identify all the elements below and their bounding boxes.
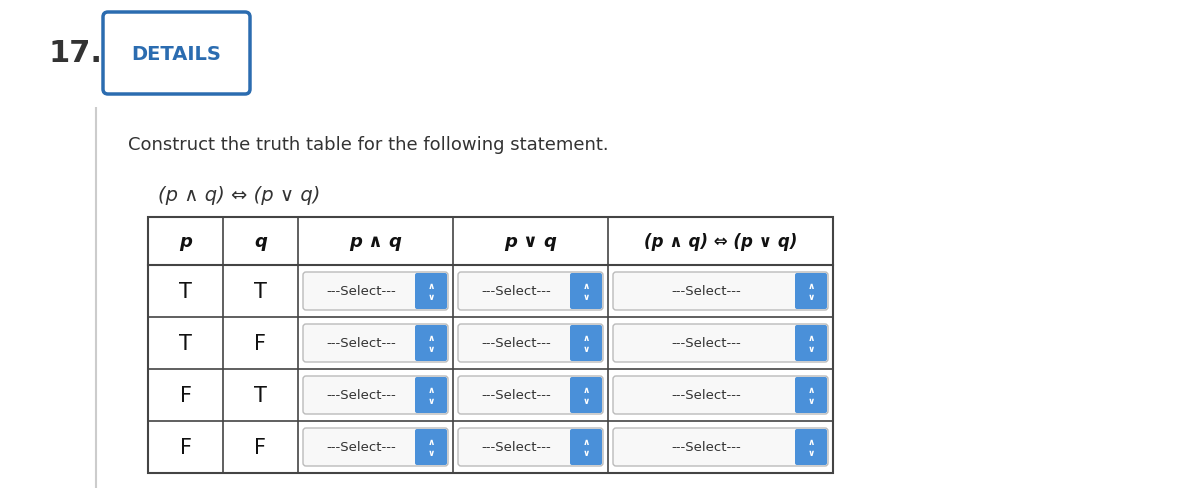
FancyBboxPatch shape (458, 428, 604, 466)
Text: ---Select---: ---Select--- (326, 389, 396, 402)
Text: ---Select---: ---Select--- (672, 337, 742, 350)
Text: ---Select---: ---Select--- (481, 389, 551, 402)
FancyBboxPatch shape (796, 377, 827, 413)
FancyBboxPatch shape (796, 429, 827, 465)
Text: ---Select---: ---Select--- (481, 337, 551, 350)
FancyBboxPatch shape (415, 325, 446, 361)
FancyBboxPatch shape (796, 273, 827, 309)
FancyBboxPatch shape (415, 377, 446, 413)
Text: ∧: ∧ (808, 333, 815, 342)
FancyBboxPatch shape (570, 273, 602, 309)
Text: ∧: ∧ (582, 385, 589, 394)
Text: ∨: ∨ (808, 345, 815, 353)
Text: F: F (254, 333, 266, 353)
FancyBboxPatch shape (302, 272, 448, 310)
Text: p: p (179, 232, 192, 250)
Text: T: T (254, 385, 266, 405)
Text: ∨: ∨ (808, 448, 815, 457)
Text: ---Select---: ---Select--- (672, 285, 742, 298)
FancyBboxPatch shape (103, 13, 250, 95)
Text: ∧: ∧ (427, 333, 434, 342)
Text: ∧: ∧ (582, 437, 589, 446)
Text: F: F (254, 437, 266, 457)
Text: ∨: ∨ (808, 293, 815, 302)
FancyBboxPatch shape (613, 272, 828, 310)
FancyBboxPatch shape (570, 325, 602, 361)
FancyBboxPatch shape (613, 428, 828, 466)
Text: ∨: ∨ (582, 345, 589, 353)
Text: ∨: ∨ (427, 345, 434, 353)
Text: ∨: ∨ (582, 448, 589, 457)
Text: ---Select---: ---Select--- (326, 441, 396, 453)
Text: ∧: ∧ (582, 281, 589, 290)
Text: ---Select---: ---Select--- (326, 285, 396, 298)
Text: ∧: ∧ (427, 281, 434, 290)
Text: T: T (254, 282, 266, 302)
FancyBboxPatch shape (302, 376, 448, 414)
Text: ---Select---: ---Select--- (672, 441, 742, 453)
FancyBboxPatch shape (458, 376, 604, 414)
Text: (p ∧ q) ⇔ (p ∨ q): (p ∧ q) ⇔ (p ∨ q) (644, 232, 797, 250)
FancyBboxPatch shape (613, 376, 828, 414)
FancyBboxPatch shape (570, 429, 602, 465)
Text: (p ∧ q) ⇔ (p ∨ q): (p ∧ q) ⇔ (p ∨ q) (158, 186, 320, 205)
FancyBboxPatch shape (302, 325, 448, 362)
Text: F: F (180, 437, 192, 457)
Text: p ∨ q: p ∨ q (504, 232, 557, 250)
Text: ∧: ∧ (427, 437, 434, 446)
Text: ∧: ∧ (582, 333, 589, 342)
Text: ---Select---: ---Select--- (326, 337, 396, 350)
Text: ∨: ∨ (427, 448, 434, 457)
Text: ∨: ∨ (582, 396, 589, 406)
FancyBboxPatch shape (458, 325, 604, 362)
FancyBboxPatch shape (302, 428, 448, 466)
Bar (148, 218, 833, 473)
Text: ∧: ∧ (427, 385, 434, 394)
Text: ---Select---: ---Select--- (481, 285, 551, 298)
FancyBboxPatch shape (570, 377, 602, 413)
Text: 17.: 17. (48, 40, 102, 68)
Text: ---Select---: ---Select--- (672, 389, 742, 402)
Text: ∧: ∧ (808, 437, 815, 446)
Text: ∧: ∧ (808, 281, 815, 290)
FancyBboxPatch shape (796, 325, 827, 361)
Text: ---Select---: ---Select--- (481, 441, 551, 453)
FancyBboxPatch shape (458, 272, 604, 310)
Text: T: T (179, 282, 192, 302)
Text: ∧: ∧ (808, 385, 815, 394)
FancyBboxPatch shape (415, 273, 446, 309)
Text: ∨: ∨ (427, 293, 434, 302)
FancyBboxPatch shape (415, 429, 446, 465)
FancyBboxPatch shape (613, 325, 828, 362)
Text: ∨: ∨ (427, 396, 434, 406)
Text: q: q (254, 232, 266, 250)
Text: ∨: ∨ (582, 293, 589, 302)
Text: DETAILS: DETAILS (132, 44, 222, 63)
Text: T: T (179, 333, 192, 353)
Text: p ∧ q: p ∧ q (349, 232, 402, 250)
Text: ∨: ∨ (808, 396, 815, 406)
Text: F: F (180, 385, 192, 405)
Text: Construct the truth table for the following statement.: Construct the truth table for the follow… (128, 136, 608, 154)
